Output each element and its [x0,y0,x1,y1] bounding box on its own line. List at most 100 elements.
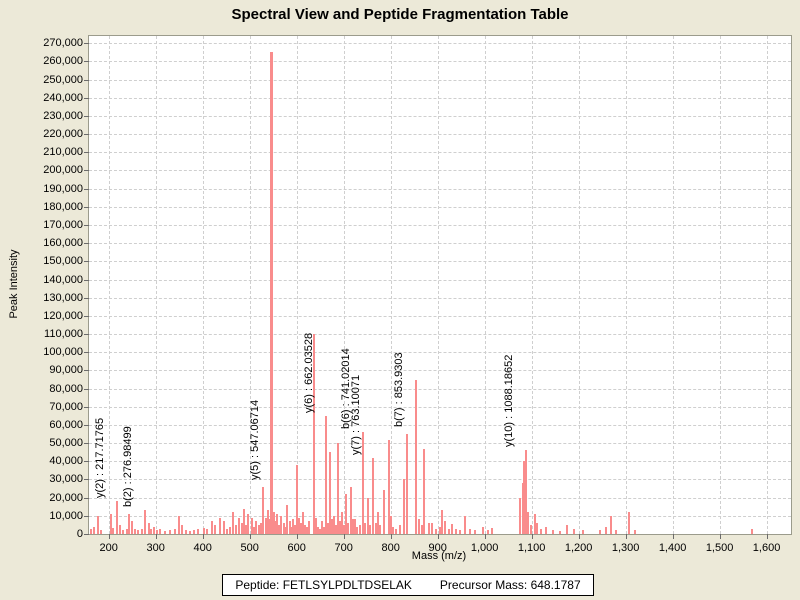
peak-bar [312,334,315,534]
x-axis-tick-label: 1,600 [752,542,781,554]
peak-bar [627,512,630,534]
y-axis-tick [84,315,89,317]
y-axis-tick [84,370,89,372]
y-axis-tick [84,406,89,408]
gridline-horizontal [89,43,791,45]
peak-bar [558,530,561,534]
peak-bar [402,479,405,534]
peak-bar [223,521,226,534]
peak-bar [464,515,467,534]
y-axis-title: Peak Intensity [8,249,20,319]
x-axis-tick [249,534,251,539]
peak-bar [110,514,113,534]
peak-bar [337,443,340,534]
peak-bar [634,530,636,534]
x-axis-tick-label: 600 [287,542,306,554]
peak-bar [119,524,121,534]
y-axis-tick [84,334,89,336]
gridline-horizontal [89,152,791,154]
peak-bar [156,530,159,534]
peak-bar [364,523,367,534]
peak-bar [274,521,277,534]
peak-bar [434,528,437,534]
x-axis-tick [766,534,768,539]
peak-bar [294,524,297,534]
peak-bar [349,486,352,534]
y-axis-tick-label: 120,000 [43,309,83,322]
y-axis-tick-label: 0 [76,528,83,540]
peak-bar [527,512,530,534]
gridline-horizontal [89,297,791,299]
y-axis-tick-label: 80,000 [49,382,83,395]
gridline-horizontal [89,497,791,499]
peak-bar [228,526,231,534]
peak-bar [399,524,402,534]
gridline-horizontal [89,388,791,390]
peak-annotation: b(7) : 853.9303 [393,352,405,428]
x-axis-tick-label: 200 [99,542,118,554]
peak-bar [247,514,250,534]
gridline-vertical [296,36,298,534]
peak-bar [565,524,568,534]
x-axis-tick [719,534,721,539]
peak-bar [353,519,356,534]
peak-bar [121,530,124,534]
y-axis-tick-label: 200,000 [43,164,83,177]
y-axis-tick [84,279,89,281]
y-axis-tick [84,261,89,263]
gridline-horizontal [89,134,791,136]
gridline-horizontal [89,79,791,81]
y-axis-tick [84,79,89,81]
peak-bar [351,519,354,534]
peak-bar [324,415,327,534]
peak-bar [90,529,93,534]
y-axis-tick-label: 140,000 [43,273,83,286]
peak-bar [270,52,274,534]
peak-bar [347,523,350,534]
peak-bar [296,464,299,534]
peak-bar [238,517,241,534]
y-axis-tick [84,152,89,154]
gridline-horizontal [89,334,791,336]
peak-bar [551,530,554,534]
peak-bar [345,494,348,534]
y-axis-tick-label: 160,000 [43,237,83,250]
peak-bar [134,529,137,534]
y-axis-tick-label: 180,000 [43,200,83,213]
x-axis-tick-label: 500 [240,542,259,554]
y-axis-tick [84,206,89,208]
peak-bar [447,528,450,534]
peak-bar [147,523,150,534]
peak-bar [330,519,333,534]
gridline-vertical [437,36,439,534]
peak-bar [92,526,95,534]
x-axis-tick-label: 400 [193,542,212,554]
y-axis-tick-label: 190,000 [43,182,83,195]
peak-bar [259,523,262,534]
y-axis-tick [84,534,89,535]
peak-bar [342,524,345,534]
gridline-vertical [578,36,580,534]
peak-bar [455,529,458,534]
peak-bar [316,526,319,534]
peak-bar [329,452,332,534]
peak-bar [99,530,102,534]
y-axis-tick-label: 230,000 [43,109,83,122]
y-axis-tick [84,243,89,245]
peak-bar [226,528,229,534]
peak-bar [604,526,607,534]
peak-bar [264,517,267,534]
peak-bar [306,526,309,534]
gridline-horizontal [89,461,791,463]
y-axis-tick-label: 170,000 [43,219,83,232]
peak-bar [392,526,395,534]
x-axis-tick [578,534,580,539]
x-axis-tick-label: 800 [381,542,400,554]
peak-bar [451,524,454,534]
peak-bar [521,483,524,534]
peak-bar [302,512,305,534]
peak-bar [276,514,279,534]
spectrum-plot-area[interactable]: 0 10,000 20,000 30,000 40,000 50,000 60,000 70,… [43,35,792,554]
y-axis-tick [84,43,89,45]
peak-bar [272,512,275,534]
